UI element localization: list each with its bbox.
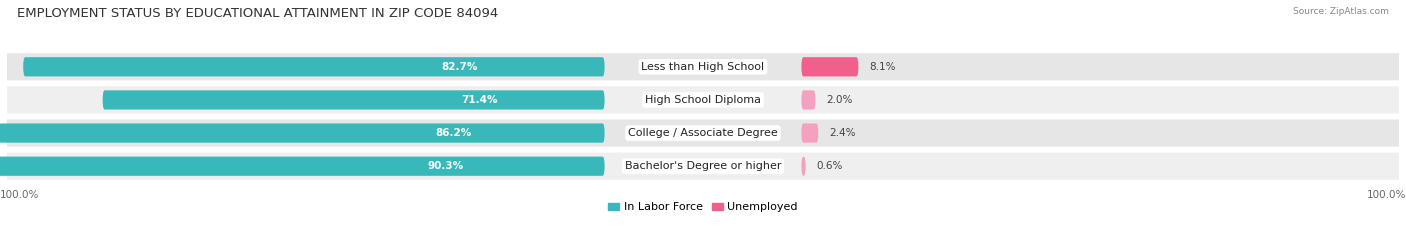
Text: Bachelor's Degree or higher: Bachelor's Degree or higher	[624, 161, 782, 171]
Text: 100.0%: 100.0%	[0, 190, 39, 200]
FancyBboxPatch shape	[801, 123, 818, 143]
Text: Source: ZipAtlas.com: Source: ZipAtlas.com	[1294, 7, 1389, 16]
Text: 100.0%: 100.0%	[1367, 190, 1406, 200]
FancyBboxPatch shape	[22, 57, 605, 76]
FancyBboxPatch shape	[0, 157, 605, 176]
FancyBboxPatch shape	[103, 90, 605, 110]
Text: 90.3%: 90.3%	[427, 161, 464, 171]
Text: EMPLOYMENT STATUS BY EDUCATIONAL ATTAINMENT IN ZIP CODE 84094: EMPLOYMENT STATUS BY EDUCATIONAL ATTAINM…	[17, 7, 498, 20]
FancyBboxPatch shape	[801, 157, 806, 176]
Text: 2.0%: 2.0%	[827, 95, 852, 105]
Text: College / Associate Degree: College / Associate Degree	[628, 128, 778, 138]
Text: 8.1%: 8.1%	[869, 62, 896, 72]
FancyBboxPatch shape	[7, 120, 1399, 147]
Text: 0.6%: 0.6%	[815, 161, 842, 171]
FancyBboxPatch shape	[7, 86, 1399, 113]
Legend: In Labor Force, Unemployed: In Labor Force, Unemployed	[609, 202, 797, 212]
Text: 82.7%: 82.7%	[441, 62, 478, 72]
FancyBboxPatch shape	[801, 57, 858, 76]
Text: 71.4%: 71.4%	[461, 95, 498, 105]
FancyBboxPatch shape	[7, 153, 1399, 180]
Text: 86.2%: 86.2%	[434, 128, 471, 138]
Text: Less than High School: Less than High School	[641, 62, 765, 72]
Text: 2.4%: 2.4%	[830, 128, 855, 138]
FancyBboxPatch shape	[0, 123, 605, 143]
FancyBboxPatch shape	[801, 90, 815, 110]
Text: High School Diploma: High School Diploma	[645, 95, 761, 105]
FancyBboxPatch shape	[7, 53, 1399, 80]
